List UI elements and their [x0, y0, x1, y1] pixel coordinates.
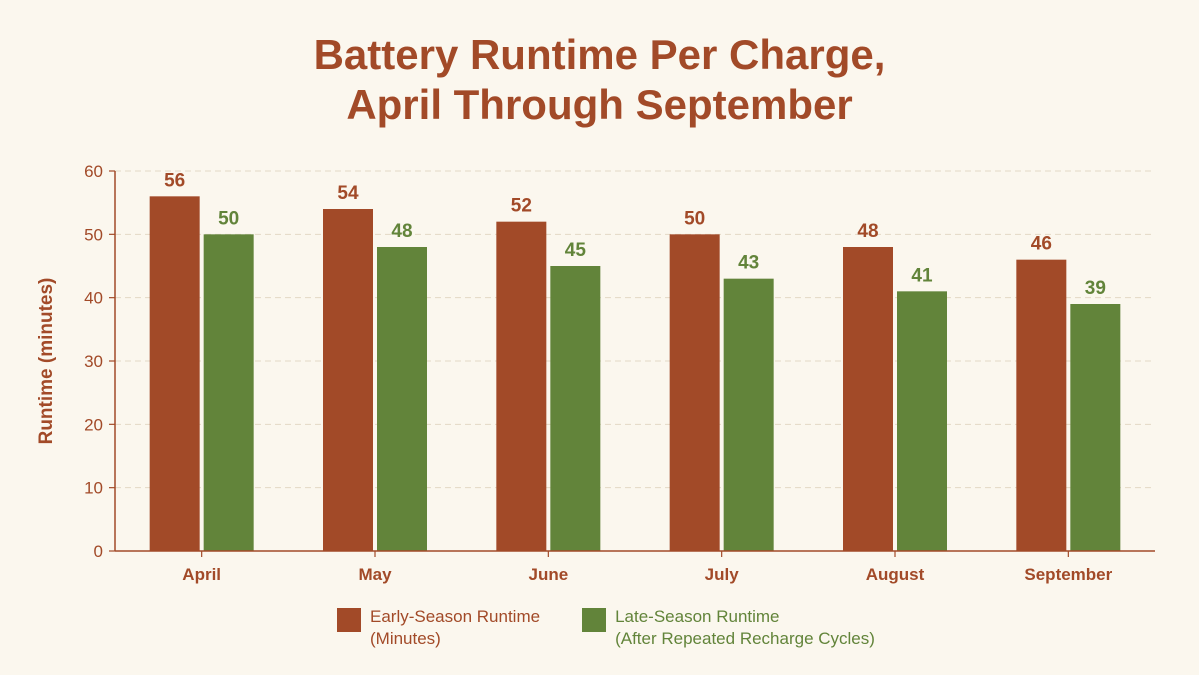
legend-item-early: Early-Season Runtime (Minutes) — [337, 606, 540, 650]
legend-swatch-late — [582, 608, 607, 632]
y-tick-label-0: 0 — [94, 542, 103, 561]
bar-early-august — [843, 247, 893, 551]
y-tick-label-60: 60 — [84, 162, 103, 181]
bar-late-july — [723, 278, 774, 551]
data-label-late-june: 45 — [565, 240, 587, 261]
x-tick-label-july: July — [705, 565, 740, 584]
y-axis-label: Runtime (minutes) — [36, 278, 57, 445]
data-label-late-august: 41 — [911, 265, 933, 286]
chart-title: Battery Runtime Per Charge, April Throug… — [0, 30, 1199, 130]
data-label-early-september: 46 — [1031, 234, 1052, 255]
data-label-early-august: 48 — [857, 221, 878, 242]
data-label-late-september: 39 — [1085, 278, 1106, 299]
bar-early-april — [149, 196, 200, 552]
bar-early-september — [1016, 259, 1067, 551]
x-tick-label-september: September — [1024, 565, 1112, 584]
data-label-early-may: 54 — [337, 183, 359, 204]
data-label-late-april: 50 — [218, 208, 239, 229]
bar-late-may — [377, 247, 427, 551]
chart-title-line-1: Battery Runtime Per Charge, — [313, 31, 886, 78]
bar-late-april — [203, 234, 254, 552]
y-tick-label-50: 50 — [84, 225, 103, 244]
y-tick-label-10: 10 — [84, 479, 103, 498]
bar-early-may — [323, 209, 373, 551]
bar-late-september — [1070, 304, 1121, 551]
y-tick-label-30: 30 — [84, 352, 103, 371]
bar-late-august — [897, 291, 947, 551]
x-tick-label-june: June — [528, 565, 568, 584]
x-tick-label-april: April — [182, 565, 221, 584]
chart-title-line-2: April Through September — [346, 81, 853, 128]
legend-label-early: Early-Season Runtime (Minutes) — [370, 606, 540, 650]
x-tick-label-may: May — [358, 565, 392, 584]
legend-swatch-early — [337, 608, 361, 632]
bar-early-july — [669, 234, 720, 552]
data-label-early-july: 50 — [684, 208, 705, 229]
legend-label-early-line-1: Early-Season Runtime — [370, 607, 541, 626]
legend-label-late-line-2: (After Repeated Recharge Cycles) — [615, 629, 875, 648]
chart-legend: Early-Season Runtime (Minutes) Late-Seas… — [337, 606, 875, 650]
legend-label-late-line-1: Late-Season Runtime — [615, 607, 780, 626]
data-label-early-april: 56 — [164, 170, 185, 191]
legend-label-early-line-2: (Minutes) — [370, 629, 441, 648]
bar-early-june — [496, 221, 547, 551]
data-label-early-june: 52 — [511, 196, 532, 217]
y-tick-label-20: 20 — [84, 415, 103, 434]
data-label-late-may: 48 — [391, 221, 412, 242]
y-tick-label-40: 40 — [84, 289, 103, 308]
data-label-late-july: 43 — [738, 253, 759, 274]
bar-late-june — [550, 266, 601, 551]
legend-item-late: Late-Season Runtime (After Repeated Rech… — [582, 606, 875, 650]
x-tick-label-august: August — [866, 565, 925, 584]
legend-label-late: Late-Season Runtime (After Repeated Rech… — [615, 606, 875, 650]
